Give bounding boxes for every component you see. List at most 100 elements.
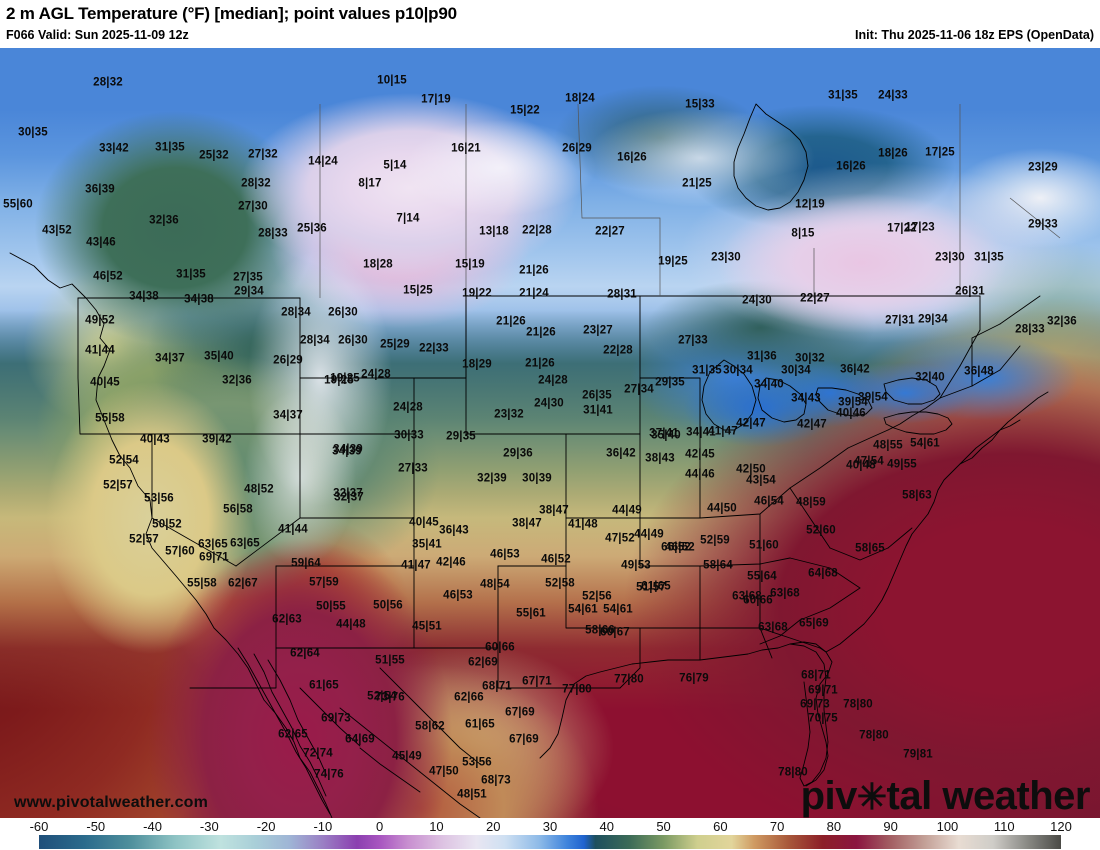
- logo-text-post: tal weather: [886, 774, 1091, 818]
- point-value: 22|27: [595, 225, 625, 238]
- point-value: 43|52: [42, 224, 72, 237]
- point-value: 40|45: [409, 516, 439, 529]
- point-value: 43|46: [86, 236, 116, 249]
- point-value: 21|26: [496, 315, 526, 328]
- logo-text-pre: piv: [800, 774, 858, 818]
- colorbar-tick-80: 80: [826, 819, 842, 834]
- point-value: 55|61: [516, 607, 546, 620]
- point-value: 62|65: [278, 728, 308, 741]
- point-value: 21|26: [526, 326, 556, 339]
- point-value: 52|57: [103, 479, 133, 492]
- point-value: 67|71: [522, 675, 552, 688]
- point-value: 32|36: [1047, 315, 1077, 328]
- point-value: 36|42: [840, 363, 870, 376]
- point-value: 78|80: [859, 729, 889, 742]
- point-value: 52|60: [806, 524, 836, 537]
- colorbar-gradient[interactable]: [39, 835, 1061, 849]
- point-value: 26|31: [955, 285, 985, 298]
- point-value: 34|40: [754, 378, 784, 391]
- point-value: 38|43: [645, 452, 675, 465]
- point-value: 29|34: [918, 313, 948, 326]
- point-value: 69|73: [321, 712, 351, 725]
- point-value: 22|28: [603, 344, 633, 357]
- colorbar-tick--50: -50: [86, 819, 106, 834]
- point-value: 39|54: [858, 391, 888, 404]
- point-value: 39|54: [838, 396, 868, 409]
- point-value: 48|55: [873, 439, 903, 452]
- point-value: 64|68: [808, 567, 838, 580]
- point-value: 19|25: [324, 374, 354, 387]
- point-value: 21|25: [682, 177, 712, 190]
- point-value: 46|52: [93, 270, 123, 283]
- point-value: 18|29: [462, 358, 492, 371]
- point-value: 77|80: [562, 683, 592, 696]
- point-value: 56|58: [223, 503, 253, 516]
- point-value: 22|27: [800, 292, 830, 305]
- point-value: 58|63: [902, 489, 932, 502]
- point-value: 36|48: [964, 365, 994, 378]
- point-value: 28|33: [1015, 323, 1045, 336]
- point-value: 54|61: [910, 437, 940, 450]
- point-value: 42|47: [736, 417, 766, 430]
- point-value: 59|64: [291, 557, 321, 570]
- point-value: 31|35: [828, 89, 858, 102]
- point-value: 78|80: [778, 766, 808, 779]
- point-value: 21|26: [525, 357, 555, 370]
- colorbar-tick-10: 10: [429, 819, 444, 834]
- point-value: 48|54: [480, 578, 510, 591]
- point-value: 69|73: [800, 698, 830, 711]
- point-value: 29|34: [234, 285, 264, 298]
- point-value: 28|33: [258, 227, 288, 240]
- point-value: 31|35: [974, 251, 1004, 264]
- point-value: 50|56: [373, 599, 403, 612]
- point-value: 55|58: [95, 412, 125, 425]
- point-value: 53|56: [144, 492, 174, 505]
- point-value: 73|76: [375, 691, 405, 704]
- point-value: 13|18: [479, 225, 509, 238]
- point-value: 49|55: [887, 458, 917, 471]
- star-icon: ✳: [856, 776, 887, 817]
- point-value: 62|66: [454, 691, 484, 704]
- colorbar-tick--10: -10: [313, 819, 333, 834]
- point-value: 30|39: [522, 472, 552, 485]
- point-value: 34|38: [184, 293, 214, 306]
- point-value: 36|43: [439, 524, 469, 537]
- point-value: 28|31: [607, 288, 637, 301]
- point-value: 41|47: [708, 425, 738, 438]
- point-value: 26|30: [328, 306, 358, 319]
- point-value: 51|55: [375, 654, 405, 667]
- point-value: 52|56: [582, 590, 612, 603]
- point-value: 62|67: [228, 577, 258, 590]
- point-value: 27|34: [624, 383, 654, 396]
- colorbar-tick--60: -60: [29, 819, 49, 834]
- point-value: 45|49: [392, 750, 422, 763]
- point-value: 18|24: [565, 92, 595, 105]
- point-value: 23|30: [935, 251, 965, 264]
- point-value: 52|57: [129, 533, 159, 546]
- point-value: 69|71: [808, 684, 838, 697]
- point-value: 50|52: [152, 518, 182, 531]
- point-value: 25|32: [199, 149, 229, 162]
- point-value: 22|28: [522, 224, 552, 237]
- point-value: 17|25: [925, 146, 955, 159]
- point-value: 63|68: [770, 587, 800, 600]
- point-value: 27|31: [885, 314, 915, 327]
- point-value: 16|21: [451, 142, 481, 155]
- point-value: 52|58: [545, 577, 575, 590]
- point-value: 7|14: [396, 212, 420, 225]
- point-value: 68|71: [801, 669, 831, 682]
- point-value: 41|48: [568, 518, 598, 531]
- point-value: 63|65: [230, 537, 260, 550]
- colorbar-tick-30: 30: [542, 819, 558, 834]
- point-value: 41|44: [85, 344, 115, 357]
- point-value: 48|52: [244, 483, 274, 496]
- temperature-map[interactable]: 28|32 30|35 31|35 33|42 25|32 27|32 14|24 28|32…: [0, 48, 1100, 818]
- point-value: 32|39: [477, 472, 507, 485]
- point-value: 74|76: [314, 768, 344, 781]
- point-value: 28|34: [281, 306, 311, 319]
- point-value: 55|60: [3, 198, 33, 211]
- point-value: 62|63: [272, 613, 302, 626]
- point-value: 25|36: [297, 222, 327, 235]
- point-value: 54|61: [568, 603, 598, 616]
- point-value: 44|50: [707, 502, 737, 515]
